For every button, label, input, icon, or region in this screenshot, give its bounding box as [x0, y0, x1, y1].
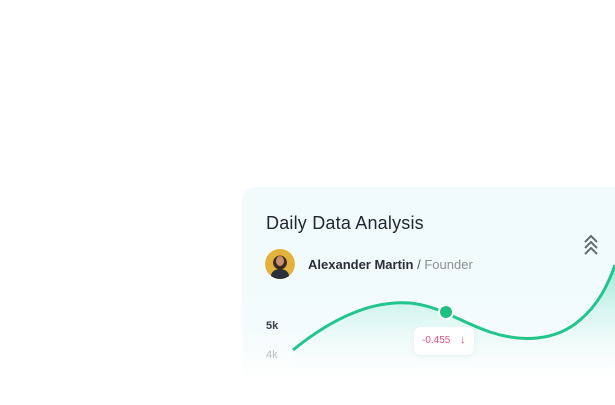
card-title: Daily Data Analysis — [266, 213, 424, 233]
arrow-down-icon: ↓ — [460, 334, 466, 346]
chart-line — [292, 264, 615, 352]
user-role: Founder — [424, 257, 473, 272]
separator: / — [417, 257, 421, 272]
value-tooltip: -0.455 ↓ — [414, 327, 474, 355]
tooltip-value: -0.455 — [422, 335, 451, 346]
double-chevron-up-icon[interactable] — [583, 234, 599, 256]
bottom-fade — [240, 355, 615, 405]
user-name: Alexander Martin — [308, 257, 414, 272]
avatar[interactable] — [265, 249, 295, 279]
chart-area — [293, 265, 615, 375]
highlight-point-dot — [440, 306, 452, 318]
y-tick-label: 5k — [266, 320, 279, 332]
user-info: Alexander Martin / Founder — [308, 257, 473, 272]
